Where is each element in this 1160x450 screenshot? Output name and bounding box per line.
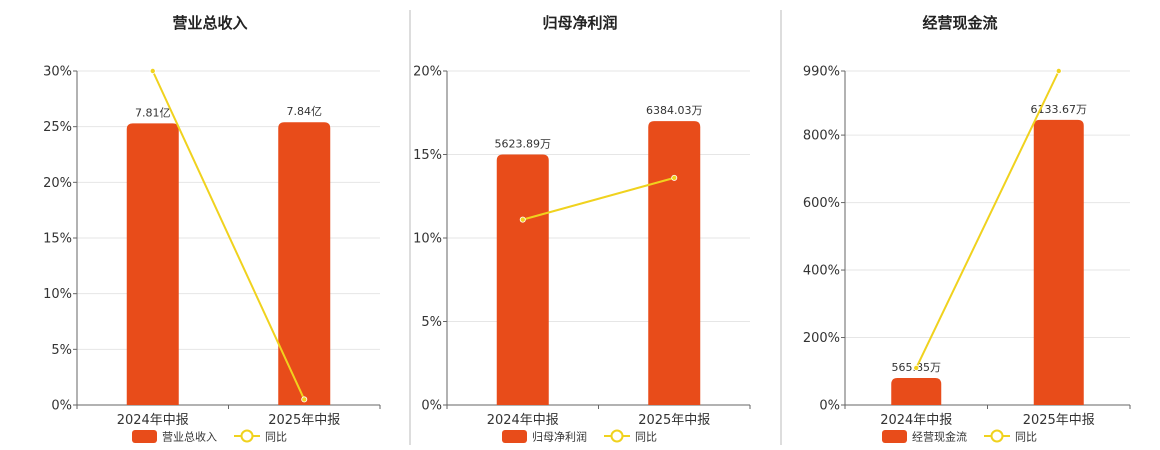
y-tick-label: 10% [43, 287, 72, 302]
y-tick-label: 30% [43, 65, 72, 80]
bar-data-label: 7.81亿 [135, 106, 171, 119]
bar-2 [278, 122, 331, 406]
legend-line-marker [240, 429, 254, 443]
bar-data-label: 6133.67万 [1031, 103, 1088, 116]
legend-bar-swatch [132, 430, 157, 443]
yoy-line [915, 70, 1060, 369]
y-tick-label: 0% [421, 399, 442, 414]
yoy-line [151, 70, 306, 400]
x-tick-label: 2025年中报 [1023, 413, 1095, 428]
y-tick-label: 15% [413, 148, 442, 163]
bar-data-label: 5623.89万 [495, 138, 552, 151]
legend-line-label: 同比 [265, 431, 287, 444]
chart-panel-1: 营业总收入 0% 5% 10% 15% 20% 25% 30% 2024年中报 2025年中报 7.… [43, 14, 381, 444]
y-tick-label: 20% [413, 65, 442, 80]
yoy-point-1 [519, 216, 526, 223]
y-tick-label: 5% [51, 343, 72, 358]
x-tick-label: 2024年中报 [117, 413, 189, 428]
yoy-point-2 [1055, 68, 1062, 75]
yoy-point-2 [671, 174, 678, 181]
y-tick-label: 400% [803, 264, 840, 279]
y-tick-label: 600% [803, 196, 840, 211]
bar-2 [1033, 119, 1084, 405]
chart-panel-2: 归母净利润 0% 5% 10% 15% 20% 2024年中报 2025年中报 5623.89万… [413, 14, 751, 444]
bar-data-label: 7.84亿 [287, 105, 323, 118]
legend-bar-label: 经营现金流 [912, 430, 967, 444]
legend-line-label: 同比 [635, 431, 657, 444]
yoy-point-2 [301, 396, 308, 403]
x-tick-label: 2025年中报 [638, 413, 710, 428]
yoy-point-1 [149, 68, 156, 75]
bar-1 [126, 123, 179, 406]
y-tick-label: 15% [43, 232, 72, 247]
x-tick-label: 2024年中报 [880, 413, 952, 428]
chart-title: 归母净利润 [542, 14, 617, 32]
bar-1 [496, 154, 549, 405]
y-tick-label: 990% [803, 65, 840, 80]
chart-panel-3: 经营现金流 0% 200% 400% 600% 800% 990% 2024年中报 2025年中… [803, 14, 1131, 444]
chart-title: 经营现金流 [922, 14, 997, 32]
y-tick-label: 0% [819, 399, 840, 414]
y-tick-label: 800% [803, 129, 840, 144]
chart-title: 营业总收入 [172, 14, 247, 32]
y-tick-label: 0% [51, 399, 72, 414]
y-tick-label: 25% [43, 120, 72, 135]
legend-line-marker [990, 429, 1004, 443]
legend-bar-label: 营业总收入 [162, 430, 217, 444]
legend-line-marker [610, 429, 624, 443]
x-tick-label: 2025年中报 [268, 413, 340, 428]
yoy-line [522, 176, 675, 221]
legend-bar-swatch [882, 430, 907, 443]
legend-bar-swatch [502, 430, 527, 443]
y-tick-label: 10% [413, 232, 442, 247]
y-tick-label: 200% [803, 331, 840, 346]
yoy-point-1 [913, 364, 920, 371]
bar-data-label: 6384.03万 [646, 104, 703, 117]
y-tick-label: 5% [421, 315, 442, 330]
x-tick-label: 2024年中报 [487, 413, 559, 428]
y-tick-label: 20% [43, 176, 72, 191]
legend-bar-label: 归母净利润 [532, 430, 587, 444]
bar-2 [648, 121, 701, 405]
legend-line-label: 同比 [1015, 431, 1037, 444]
bar-1 [891, 378, 942, 405]
